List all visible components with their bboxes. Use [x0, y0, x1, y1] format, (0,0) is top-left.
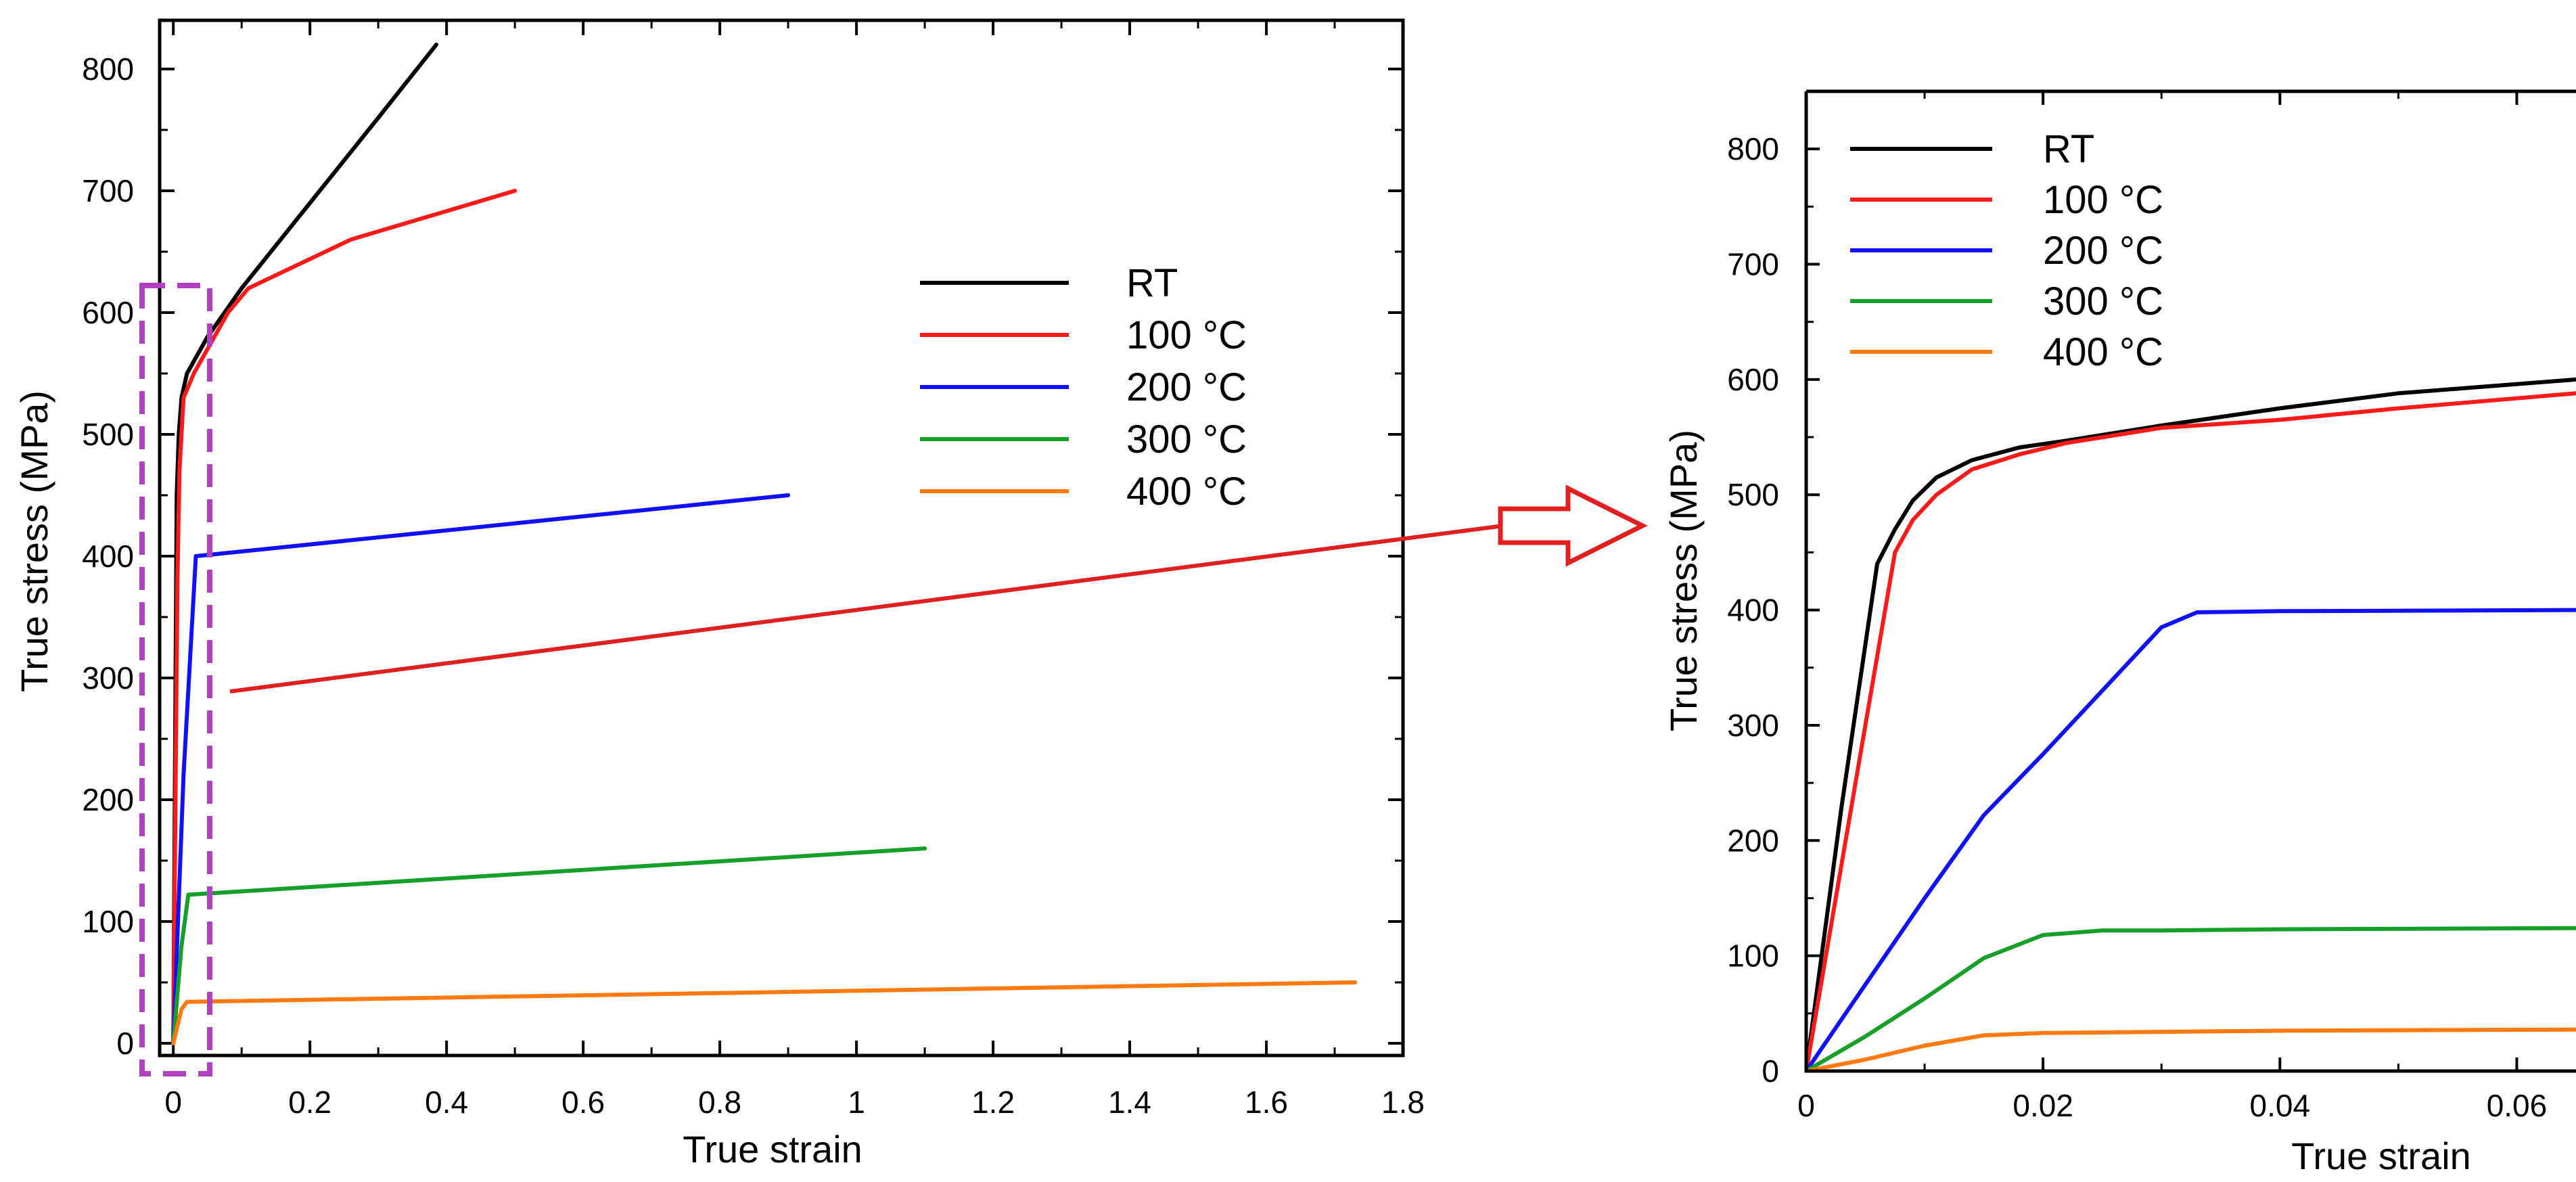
left-y-tick-label: 200	[82, 782, 134, 817]
left-x-tick-label: 1.2	[971, 1085, 1015, 1120]
left-x-tick-label: 0	[164, 1085, 182, 1120]
right-legend-label-3: 300 °C	[2043, 279, 2163, 323]
left-y-tick-label: 300	[82, 660, 134, 696]
right-y-tick-label: 300	[1727, 708, 1779, 743]
right-series-group	[1806, 377, 2576, 1072]
left-series-line-2	[171, 493, 791, 1045]
left-tick-labels: 0 0.2 0.4 0.6 0.8 1 1.2 1.4 1.6 1.8 0 100 200 300 400 5…	[82, 51, 1425, 1120]
right-legend-label-4: 400 °C	[2043, 330, 2163, 374]
left-legend-label-4: 400 °C	[1126, 470, 1247, 514]
left-y-axis-title: True stress (MPa)	[13, 390, 55, 692]
left-y-tick-label: 400	[82, 539, 134, 574]
right-y-tick-label: 400	[1727, 593, 1779, 628]
left-x-tick-label: 0.2	[288, 1085, 331, 1120]
zoom-region-box	[139, 283, 212, 1076]
right-legend-label-1: 100 °C	[2043, 178, 2163, 222]
left-x-tick-label: 1.6	[1245, 1085, 1288, 1120]
left-legend-label-0: RT	[1126, 261, 1178, 305]
left-series-line-0	[171, 43, 438, 1045]
right-series-line-0	[1806, 377, 2576, 1072]
right-series-line-2	[1806, 608, 2576, 1072]
left-series-group	[171, 43, 1358, 1045]
left-x-axis-title: True strain	[683, 1128, 862, 1170]
left-x-tick-label: 0.6	[561, 1085, 605, 1120]
right-series-line-1	[1806, 391, 2576, 1072]
right-series-line-3	[1806, 926, 2576, 1072]
right-y-tick-label: 600	[1727, 362, 1779, 397]
right-y-tick-label: 500	[1727, 477, 1779, 512]
left-series-line-3	[171, 846, 927, 1045]
left-y-tick-label: 0	[116, 1026, 134, 1061]
right-chart: 0 0.02 0.04 0.06 0 100 200 300 400 500 600 700 800 T…	[1662, 89, 2576, 1177]
right-y-tick-label: 800	[1727, 131, 1779, 166]
left-y-tick-label: 800	[82, 51, 134, 87]
right-legend-label-2: 200 °C	[2043, 229, 2163, 273]
left-series-line-1	[171, 189, 518, 1045]
left-x-tick-label: 1.8	[1381, 1085, 1425, 1120]
left-y-tick-label: 600	[82, 295, 134, 330]
left-y-tick-label: 700	[82, 173, 134, 208]
right-y-tick-label: 100	[1727, 938, 1779, 974]
left-y-tick-label: 500	[82, 417, 134, 452]
left-axis-ticks	[160, 20, 1404, 1055]
right-legend-label-0: RT	[2043, 127, 2094, 171]
right-x-tick-label: 0	[1797, 1088, 1815, 1123]
left-x-tick-label: 0.4	[425, 1085, 468, 1120]
zoom-arrow-icon	[1498, 484, 1648, 567]
right-y-axis-title: True stress (MPa)	[1662, 430, 1705, 731]
right-legend: RT 100 °C 200 °C 300 °C 400 °C	[1850, 127, 2163, 374]
zoom-connector-line	[229, 524, 1499, 694]
left-legend-label-2: 200 °C	[1126, 365, 1247, 409]
left-series-line-4	[171, 980, 1358, 1045]
right-x-tick-label: 0.06	[2487, 1088, 2548, 1123]
right-x-tick-label: 0.04	[2250, 1088, 2311, 1123]
left-x-tick-label: 1.4	[1108, 1085, 1151, 1120]
left-plot-frame	[158, 18, 1405, 1058]
left-x-tick-label: 1	[848, 1085, 865, 1120]
left-legend: RT 100 °C 200 °C 300 °C 400 °C	[920, 261, 1247, 514]
right-y-tick-label: 0	[1762, 1053, 1779, 1089]
left-legend-label-3: 300 °C	[1126, 417, 1247, 461]
left-chart: 0 0.2 0.4 0.6 0.8 1 1.2 1.4 1.6 1.8 0 100 200 300 400 5…	[13, 18, 1425, 1170]
right-x-tick-label: 0.02	[2013, 1088, 2073, 1123]
right-series-line-4	[1806, 1027, 2576, 1072]
left-x-tick-label: 0.8	[698, 1085, 741, 1120]
right-tick-labels: 0 0.02 0.04 0.06 0 100 200 300 400 500 600 700 800	[1727, 131, 2547, 1123]
left-y-tick-label: 100	[82, 904, 134, 939]
left-legend-label-1: 100 °C	[1126, 313, 1247, 357]
right-plot-frame	[1804, 89, 2576, 1073]
right-y-tick-label: 700	[1727, 247, 1779, 282]
right-x-axis-title: True strain	[2291, 1135, 2471, 1177]
right-y-tick-label: 200	[1727, 823, 1779, 858]
